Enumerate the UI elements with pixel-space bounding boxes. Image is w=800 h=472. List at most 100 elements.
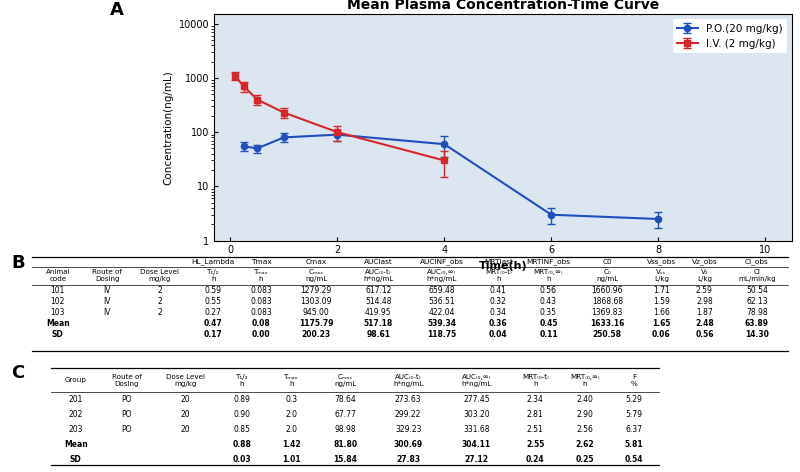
Text: V₂
L/kg: V₂ L/kg bbox=[697, 270, 712, 282]
Text: 14.30: 14.30 bbox=[745, 330, 769, 339]
Text: 0.55: 0.55 bbox=[205, 297, 222, 306]
Text: 0.11: 0.11 bbox=[539, 330, 558, 339]
Text: 98.61: 98.61 bbox=[366, 330, 390, 339]
Text: 2.59: 2.59 bbox=[696, 286, 713, 295]
Text: 98.98: 98.98 bbox=[334, 425, 356, 434]
Text: C0: C0 bbox=[602, 259, 612, 265]
Text: 945.00: 945.00 bbox=[302, 308, 330, 317]
Text: 27.83: 27.83 bbox=[396, 455, 420, 464]
Text: 617.12: 617.12 bbox=[365, 286, 391, 295]
Text: 63.89: 63.89 bbox=[745, 319, 769, 328]
Text: T₁/₂
h: T₁/₂ h bbox=[207, 270, 219, 282]
Text: MRT₍₀,∞₎
h: MRT₍₀,∞₎ h bbox=[570, 373, 599, 387]
Text: 2: 2 bbox=[158, 297, 162, 306]
Text: 0.083: 0.083 bbox=[250, 308, 272, 317]
Text: 6.37: 6.37 bbox=[626, 425, 642, 434]
Text: Dose Level
mg/kg: Dose Level mg/kg bbox=[166, 373, 205, 387]
Text: 0.56: 0.56 bbox=[695, 330, 714, 339]
Text: 0.08: 0.08 bbox=[252, 319, 270, 328]
Text: B: B bbox=[11, 254, 25, 272]
Text: 0.90: 0.90 bbox=[234, 410, 250, 419]
Text: Group: Group bbox=[65, 377, 86, 383]
Text: Dose Level
mg/kg: Dose Level mg/kg bbox=[140, 270, 179, 282]
Text: 78.98: 78.98 bbox=[746, 308, 768, 317]
Text: Cl_obs: Cl_obs bbox=[745, 259, 769, 265]
Text: 659.48: 659.48 bbox=[429, 286, 455, 295]
Text: 299.22: 299.22 bbox=[395, 410, 422, 419]
Text: Cl
mL/min/kg: Cl mL/min/kg bbox=[738, 270, 776, 282]
Text: AUC₍₀,∞₎
h*ng/mL: AUC₍₀,∞₎ h*ng/mL bbox=[426, 270, 457, 282]
Text: 0.27: 0.27 bbox=[205, 308, 222, 317]
Text: 20: 20 bbox=[181, 410, 190, 419]
Text: 514.48: 514.48 bbox=[365, 297, 391, 306]
Text: 2.62: 2.62 bbox=[575, 440, 594, 449]
Text: Vss_obs: Vss_obs bbox=[646, 259, 676, 265]
Text: Cₘₐₓ
ng/mL: Cₘₐₓ ng/mL bbox=[334, 373, 356, 387]
Text: 0.54: 0.54 bbox=[625, 455, 643, 464]
Text: 81.80: 81.80 bbox=[333, 440, 357, 449]
Text: 118.75: 118.75 bbox=[427, 330, 457, 339]
Text: 0.59: 0.59 bbox=[205, 286, 222, 295]
Text: IV: IV bbox=[103, 308, 111, 317]
Text: 0.06: 0.06 bbox=[652, 330, 670, 339]
Text: 1.66: 1.66 bbox=[653, 308, 670, 317]
Text: 2.51: 2.51 bbox=[526, 425, 543, 434]
Text: Mean: Mean bbox=[64, 440, 88, 449]
Text: 1868.68: 1868.68 bbox=[592, 297, 623, 306]
Text: Tₘₐₓ
h: Tₘₐₓ h bbox=[284, 373, 298, 387]
Text: 277.45: 277.45 bbox=[463, 395, 490, 404]
Text: 300.69: 300.69 bbox=[394, 440, 422, 449]
Text: SD: SD bbox=[70, 455, 82, 464]
Text: Route of
Dosing: Route of Dosing bbox=[112, 373, 142, 387]
Text: 0.34: 0.34 bbox=[490, 308, 506, 317]
Text: 0.41: 0.41 bbox=[490, 286, 506, 295]
Legend: P.O.(20 mg/kg), I.V. (2 mg/kg): P.O.(20 mg/kg), I.V. (2 mg/kg) bbox=[673, 19, 786, 53]
Text: 101: 101 bbox=[50, 286, 65, 295]
Text: Cmax: Cmax bbox=[306, 259, 326, 265]
Text: IV: IV bbox=[103, 286, 111, 295]
Text: 0.45: 0.45 bbox=[539, 319, 558, 328]
Text: 0.32: 0.32 bbox=[490, 297, 506, 306]
Text: A: A bbox=[110, 0, 124, 18]
Text: C: C bbox=[11, 364, 24, 382]
Text: 331.68: 331.68 bbox=[463, 425, 490, 434]
Text: 2: 2 bbox=[158, 308, 162, 317]
Text: 1.87: 1.87 bbox=[696, 308, 713, 317]
Text: 5.81: 5.81 bbox=[625, 440, 643, 449]
Text: 0.24: 0.24 bbox=[526, 455, 545, 464]
Text: 1.01: 1.01 bbox=[282, 455, 301, 464]
Text: 78.64: 78.64 bbox=[334, 395, 356, 404]
Text: 422.04: 422.04 bbox=[429, 308, 455, 317]
Text: Vₛₛ
L/kg: Vₛₛ L/kg bbox=[654, 270, 669, 282]
Text: 0.083: 0.083 bbox=[250, 286, 272, 295]
Title: Mean Plasma Concentration-Time Curve: Mean Plasma Concentration-Time Curve bbox=[347, 0, 659, 12]
Text: 2.55: 2.55 bbox=[526, 440, 544, 449]
Text: AUC₍₀-t₎
h*ng/mL: AUC₍₀-t₎ h*ng/mL bbox=[363, 270, 394, 282]
Text: 1660.96: 1660.96 bbox=[591, 286, 623, 295]
Text: 1.42: 1.42 bbox=[282, 440, 301, 449]
Text: Tₘₐₓ
h: Tₘₐₓ h bbox=[254, 270, 268, 282]
Text: 67.77: 67.77 bbox=[334, 410, 356, 419]
Text: MRT₍₀-t₎
h: MRT₍₀-t₎ h bbox=[485, 270, 512, 282]
Text: 0.85: 0.85 bbox=[234, 425, 250, 434]
Text: 2.48: 2.48 bbox=[695, 319, 714, 328]
Text: 0.17: 0.17 bbox=[204, 330, 222, 339]
Text: 1369.83: 1369.83 bbox=[592, 308, 623, 317]
Text: 5.79: 5.79 bbox=[626, 410, 642, 419]
Text: 419.95: 419.95 bbox=[365, 308, 391, 317]
Text: 15.84: 15.84 bbox=[333, 455, 357, 464]
Text: 62.13: 62.13 bbox=[746, 297, 768, 306]
Text: 1.71: 1.71 bbox=[653, 286, 670, 295]
Text: 5.29: 5.29 bbox=[626, 395, 642, 404]
Text: T₁/₂
h: T₁/₂ h bbox=[236, 373, 248, 387]
Text: Mean: Mean bbox=[46, 319, 70, 328]
Text: 201: 201 bbox=[69, 395, 83, 404]
Text: 27.12: 27.12 bbox=[464, 455, 488, 464]
Text: 2: 2 bbox=[158, 286, 162, 295]
Text: 329.23: 329.23 bbox=[395, 425, 422, 434]
Text: 0.43: 0.43 bbox=[540, 297, 557, 306]
Text: 250.58: 250.58 bbox=[593, 330, 622, 339]
Text: 203: 203 bbox=[69, 425, 83, 434]
Text: Animal
code: Animal code bbox=[46, 270, 70, 282]
Text: MRTlast: MRTlast bbox=[484, 259, 513, 265]
